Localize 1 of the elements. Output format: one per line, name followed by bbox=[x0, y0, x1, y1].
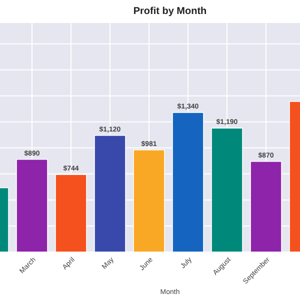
chart-title: Profit by Month bbox=[133, 6, 207, 17]
